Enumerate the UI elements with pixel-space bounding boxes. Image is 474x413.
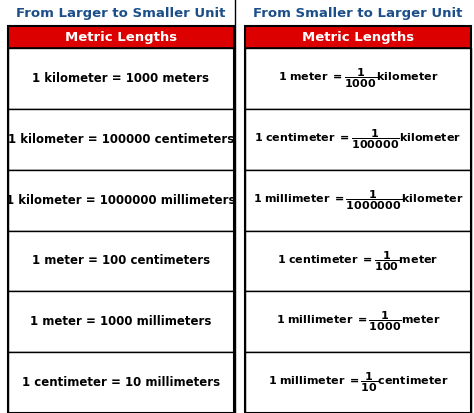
Text: 1 kilometer = 1000 meters: 1 kilometer = 1000 meters (33, 72, 210, 85)
Bar (245, 291, 471, 352)
Bar (8, 352, 234, 413)
Text: 1 meter = 100 centimeters: 1 meter = 100 centimeters (32, 254, 210, 267)
Bar (245, 109, 471, 170)
Text: $\mathbf{1\ centimeter\ =\dfrac{1}{100}meter}$: $\mathbf{1\ centimeter\ =\dfrac{1}{100}m… (277, 249, 438, 273)
Bar (245, 48, 471, 109)
Text: 1 centimeter = 10 millimeters: 1 centimeter = 10 millimeters (22, 376, 220, 389)
Text: $\mathbf{1\ millimeter\ =\dfrac{1}{1000}meter}$: $\mathbf{1\ millimeter\ =\dfrac{1}{1000}… (276, 310, 440, 333)
Text: 1 kilometer = 100000 centimeters: 1 kilometer = 100000 centimeters (8, 133, 234, 146)
Text: $\mathbf{1\ meter\ =\dfrac{1}{1000}kilometer}$: $\mathbf{1\ meter\ =\dfrac{1}{1000}kilom… (278, 66, 438, 90)
Bar (8, 48, 234, 109)
Bar (245, 170, 471, 230)
Bar (245, 26, 471, 413)
Text: 1 meter = 1000 millimeters: 1 meter = 1000 millimeters (30, 315, 212, 328)
Text: $\mathbf{1\ millimeter\ =\dfrac{1}{10}centimeter}$: $\mathbf{1\ millimeter\ =\dfrac{1}{10}ce… (268, 371, 448, 394)
Text: $\mathbf{1\ millimeter\ =\dfrac{1}{1000000}kilometer}$: $\mathbf{1\ millimeter\ =\dfrac{1}{10000… (253, 188, 463, 212)
Text: From Smaller to Larger Unit: From Smaller to Larger Unit (253, 7, 463, 19)
Bar (8, 26, 234, 48)
Bar (8, 109, 234, 170)
Bar (245, 352, 471, 413)
Text: $\mathbf{1\ centimeter\ =\dfrac{1}{100000}kilometer}$: $\mathbf{1\ centimeter\ =\dfrac{1}{10000… (255, 128, 462, 151)
Bar (8, 230, 234, 291)
Text: 1 kilometer = 1000000 millimeters: 1 kilometer = 1000000 millimeters (6, 194, 236, 206)
Text: Metric Lengths: Metric Lengths (302, 31, 414, 43)
Text: From Larger to Smaller Unit: From Larger to Smaller Unit (16, 7, 226, 19)
Bar (8, 170, 234, 230)
Bar (245, 26, 471, 48)
Bar (245, 230, 471, 291)
Bar (8, 291, 234, 352)
Text: Metric Lengths: Metric Lengths (65, 31, 177, 43)
Bar (8, 26, 234, 413)
